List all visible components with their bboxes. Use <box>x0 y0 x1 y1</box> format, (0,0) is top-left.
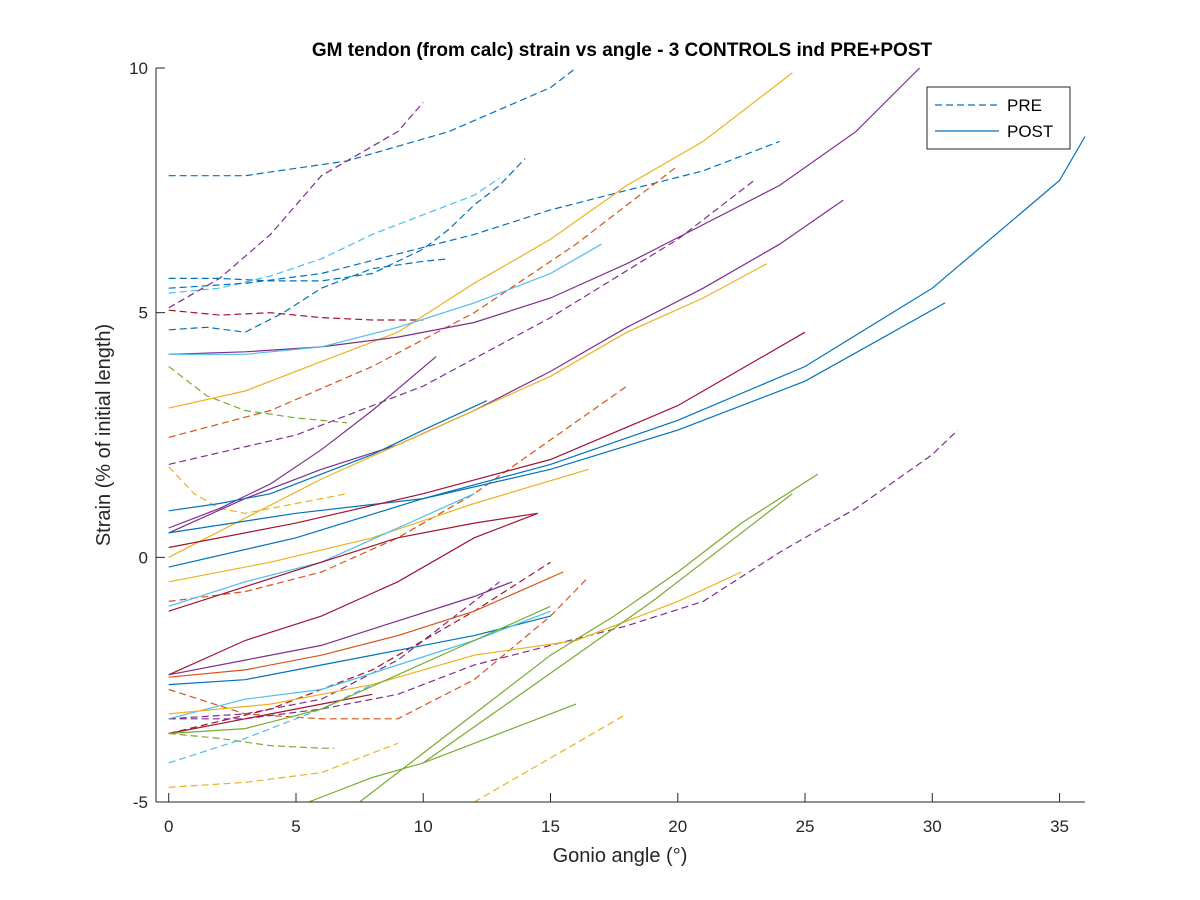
series-line-41-solid <box>168 605 551 735</box>
y-tick-label: 5 <box>139 304 148 323</box>
y-tick-label: -5 <box>133 793 148 812</box>
series-line-4-dashed <box>168 177 500 294</box>
series-line-22-solid <box>168 67 921 355</box>
series-line-26-solid <box>168 356 437 529</box>
series-line-29-solid <box>168 302 946 534</box>
series-line-7-dashed <box>168 309 424 321</box>
series-line-9-dashed <box>168 180 755 465</box>
series-line-18-dashed <box>168 684 373 764</box>
legend-box <box>926 86 1071 150</box>
series-line-44-solid <box>422 493 793 764</box>
y-ticks: -5 0 5 10 <box>129 59 165 812</box>
series-line-21-solid <box>168 72 793 409</box>
series-line-13-dashed <box>168 581 500 720</box>
series-line-25-solid <box>168 263 768 558</box>
x-tick-label: 25 <box>796 817 815 836</box>
legend-pre-label: PRE <box>1007 96 1042 115</box>
x-tick-label: 10 <box>414 817 433 836</box>
series-line-12-dashed <box>168 385 628 602</box>
y-tick-label: 10 <box>129 59 148 78</box>
series-line-30-solid <box>168 331 806 549</box>
x-tick-label: 15 <box>541 817 560 836</box>
series-line-8-dashed <box>168 165 679 438</box>
series-line-20-dashed <box>473 713 628 803</box>
x-tick-label: 5 <box>291 817 300 836</box>
series-line-19-dashed <box>168 742 399 788</box>
series-line-39-solid <box>168 571 742 715</box>
x-tick-label: 35 <box>1050 817 1069 836</box>
x-tick-label: 0 <box>164 817 173 836</box>
legend: PRE POST <box>926 86 1071 150</box>
x-tick-label: 20 <box>668 817 687 836</box>
series-line-27-solid <box>168 400 488 512</box>
axes <box>155 68 1085 803</box>
series-line-28-solid <box>168 136 1086 568</box>
series-layer <box>168 67 1086 803</box>
series-line-17-dashed <box>168 732 335 749</box>
series-line-24-solid <box>168 199 844 534</box>
x-tick-label: 30 <box>923 817 942 836</box>
series-line-40-solid <box>168 693 373 735</box>
y-tick-label: 0 <box>139 548 148 567</box>
series-line-33-solid <box>168 512 538 612</box>
series-line-5-dashed <box>168 140 780 289</box>
series-line-14-dashed <box>168 561 551 735</box>
series-line-35-solid <box>168 581 513 676</box>
legend-post-label: POST <box>1007 122 1053 141</box>
series-line-31-solid <box>168 468 589 583</box>
series-line-36-solid <box>168 571 564 678</box>
series-line-11-dashed <box>168 466 348 514</box>
y-axis-label: Strain (% of initial length) <box>93 324 115 546</box>
series-line-23-solid <box>168 243 602 355</box>
series-line-38-solid <box>168 610 551 720</box>
series-line-34-solid <box>168 512 539 676</box>
series-line-6-dashed <box>168 258 449 333</box>
series-line-42-solid <box>359 473 819 803</box>
series-line-37-solid <box>168 615 551 686</box>
series-line-1-dashed <box>168 67 577 177</box>
series-line-43-solid <box>308 703 577 803</box>
chart-title: GM tendon (from calc) strain vs angle - … <box>312 40 933 61</box>
series-line-3-dashed <box>168 158 526 282</box>
series-line-10-dashed <box>168 366 347 424</box>
x-axis-label: Gonio angle (°) <box>553 845 688 867</box>
x-ticks: 0 5 10 15 20 25 30 35 <box>164 793 1069 836</box>
